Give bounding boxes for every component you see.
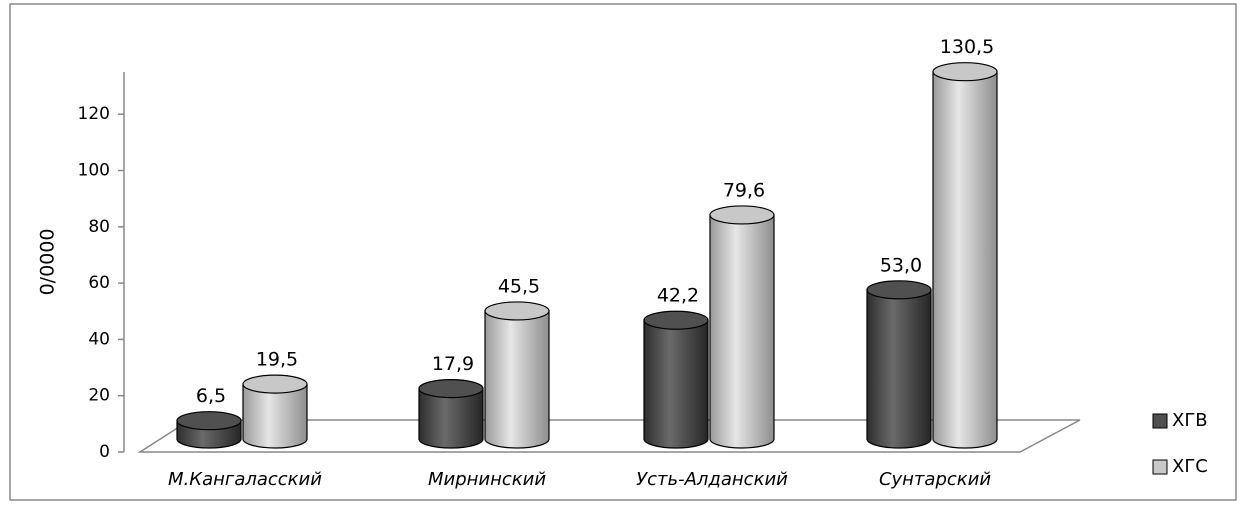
bar-top	[484, 301, 550, 321]
bar-body	[709, 214, 775, 449]
bar-body	[484, 310, 550, 449]
x-tick-label: Мирнинский	[428, 469, 546, 490]
legend-label: ХГС	[1172, 456, 1208, 477]
bar-top	[709, 205, 775, 225]
value-label: 19,5	[256, 349, 298, 371]
y-tick-label: 0	[99, 442, 110, 462]
y-tick-label: 100	[78, 161, 110, 181]
x-tick-label: Усть-Алданский	[636, 469, 788, 490]
bar-body	[866, 289, 932, 449]
y-tick-label: 80	[88, 217, 110, 237]
bar	[709, 205, 775, 449]
value-label: 6,5	[196, 385, 226, 407]
floor	[137, 419, 1081, 453]
value-label: 79,6	[723, 179, 765, 201]
value-label: 53,0	[880, 254, 922, 276]
bar-body	[932, 71, 998, 449]
legend-swatch	[1152, 459, 1168, 475]
bar-body	[643, 319, 709, 449]
bar	[242, 374, 308, 449]
bar	[176, 411, 242, 449]
y-tick-label: 40	[88, 329, 110, 349]
x-tick-label: М.Кангаласский	[168, 469, 322, 490]
bar-top	[866, 280, 932, 300]
y-tick-label: 60	[88, 273, 110, 293]
bar-body	[418, 388, 484, 449]
value-label: 45,5	[498, 275, 540, 297]
y-axis-label: 0/0000	[37, 229, 59, 296]
bar	[484, 301, 550, 449]
bar-top	[176, 411, 242, 431]
legend-swatch	[1152, 413, 1168, 429]
bar-top	[242, 374, 308, 394]
bar-top	[932, 62, 998, 82]
bar-top	[418, 379, 484, 399]
bar	[418, 379, 484, 449]
y-tick-label: 120	[78, 104, 110, 124]
bar-body	[242, 383, 308, 449]
bar-top	[643, 310, 709, 330]
x-tick-label: Сунтарский	[879, 469, 991, 490]
value-label: 130,5	[940, 36, 994, 58]
y-tick-label: 20	[88, 386, 110, 406]
bar	[866, 280, 932, 449]
value-label: 42,2	[657, 285, 699, 307]
legend-label: ХГВ	[1172, 410, 1208, 431]
value-label: 17,9	[432, 353, 474, 375]
bar	[932, 62, 998, 449]
bar	[643, 310, 709, 449]
